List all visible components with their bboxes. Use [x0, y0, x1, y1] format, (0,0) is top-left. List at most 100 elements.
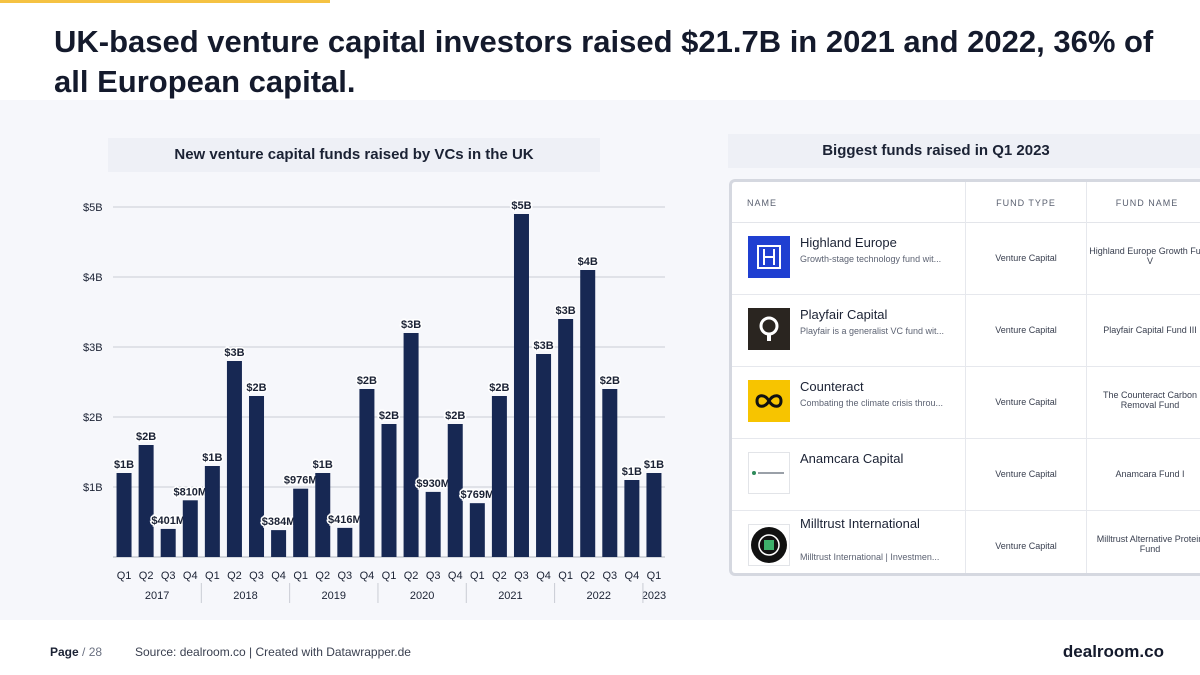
bar-value-label: $810M: [173, 486, 207, 498]
bar-value-label: $2B: [445, 410, 465, 422]
table-header: NAME FUND TYPE FUND NAME: [732, 182, 1200, 223]
table-row[interactable]: Anamcara Capital Venture Capital Anamcar…: [732, 438, 1200, 511]
header-name[interactable]: NAME: [747, 198, 778, 208]
bar-value-label: $2B: [357, 375, 377, 387]
bar: [580, 270, 596, 557]
x-tick-label: Q2: [227, 570, 242, 582]
header-fund-name[interactable]: FUND NAME: [1115, 198, 1179, 208]
bar-value-label: $3B: [224, 347, 244, 359]
bar: [624, 480, 640, 557]
anamcara-capital-logo[interactable]: [748, 452, 790, 494]
x-tick-label: Q4: [183, 570, 198, 582]
bar: [359, 389, 375, 557]
chart-title: New venture capital funds raised by VCs …: [174, 146, 534, 163]
bar-chart: $1B $2B $3B $4B $5B $1B Q1 $2B Q2 $401M Q3 $810M Q4 $…: [83, 199, 666, 603]
fund-type: Venture Capital: [995, 397, 1057, 407]
year-label: 2022: [587, 590, 611, 602]
highland-europe-logo[interactable]: [748, 236, 790, 278]
bar-value-label: $2B: [379, 410, 399, 422]
bar-value-label: $1B: [114, 459, 134, 471]
bar-value-label: $384M: [262, 516, 296, 528]
bar-value-label: $1B: [313, 459, 333, 471]
bar: [602, 389, 618, 557]
bar: [425, 491, 441, 557]
year-label: 2020: [410, 590, 434, 602]
fund-type: Venture Capital: [995, 253, 1057, 263]
x-tick-label: Q3: [426, 570, 441, 582]
bar: [138, 445, 154, 557]
bar-value-label: $2B: [489, 382, 509, 394]
bar: [204, 466, 220, 557]
fund-name[interactable]: Counteract: [800, 379, 864, 394]
bar: [513, 214, 529, 557]
x-tick-label: Q2: [580, 570, 595, 582]
year-label: 2017: [145, 590, 169, 602]
bar-value-label: $3B: [556, 305, 576, 317]
bar: [315, 473, 331, 557]
page-indicator: Page / 28: [50, 645, 102, 659]
fund-name[interactable]: Highland Europe: [800, 235, 897, 250]
funds-table: NAME FUND TYPE FUND NAME Highland Europe…: [729, 179, 1200, 576]
x-tick-label: Q4: [360, 570, 375, 582]
fund-description: Combating the climate crisis throu...: [800, 398, 944, 408]
bar: [271, 530, 287, 557]
fund-name-cell: The Counteract Carbon Removal Fund: [1102, 390, 1198, 410]
counteract-logo[interactable]: [748, 380, 790, 422]
y-tick-label: $5B: [83, 202, 103, 214]
bar: [182, 500, 198, 557]
x-tick-label: Q1: [647, 570, 662, 582]
table-row[interactable]: Counteract Combating the climate crisis …: [732, 366, 1200, 439]
bar-value-label: $2B: [246, 382, 266, 394]
bar-value-label: $3B: [533, 340, 553, 352]
bar-value-label: $5B: [511, 200, 531, 212]
bar: [491, 396, 507, 557]
x-tick-label: Q3: [161, 570, 176, 582]
bar-value-label: $416M: [328, 514, 362, 526]
year-label: 2019: [322, 590, 346, 602]
header-fund-type[interactable]: FUND TYPE: [996, 198, 1056, 208]
bar: [293, 488, 309, 557]
x-tick-label: Q2: [404, 570, 419, 582]
bar: [403, 333, 419, 557]
y-tick-label: $4B: [83, 272, 103, 284]
bar-value-label: $3B: [401, 319, 421, 331]
column-divider: [965, 182, 966, 573]
table-row[interactable]: Playfair Capital Playfair is a generalis…: [732, 294, 1200, 367]
year-label: 2023: [642, 590, 666, 602]
milltrust-logo[interactable]: [748, 524, 790, 566]
bar-value-label: $401M: [151, 515, 185, 527]
accent-bar: [0, 0, 330, 3]
footer: [0, 620, 1200, 675]
fund-description: Playfair is a generalist VC fund wit...: [800, 326, 945, 336]
fund-name[interactable]: Anamcara Capital: [800, 451, 904, 466]
playfair-capital-logo[interactable]: [748, 308, 790, 350]
bar: [381, 424, 397, 557]
x-tick-label: Q3: [249, 570, 264, 582]
bar: [337, 527, 353, 557]
brand-logo[interactable]: dealroom.co: [1062, 642, 1164, 661]
bar-value-label: $769M: [460, 489, 494, 501]
bar: [536, 354, 552, 557]
x-tick-label: Q4: [448, 570, 463, 582]
x-tick-label: Q1: [558, 570, 573, 582]
chart-title-box: [108, 138, 600, 172]
fund-name[interactable]: Playfair Capital: [800, 307, 888, 322]
bar-value-label: $930M: [416, 478, 450, 490]
page-number: / 28: [82, 645, 103, 659]
year-label: 2018: [233, 590, 257, 602]
x-tick-label: Q1: [293, 570, 308, 582]
table-row[interactable]: Highland Europe Growth-stage technology …: [732, 222, 1200, 295]
bar-value-label: $2B: [136, 431, 156, 443]
x-tick-label: Q1: [205, 570, 220, 582]
bar-value-label: $1B: [202, 452, 222, 464]
fund-type: Venture Capital: [995, 541, 1057, 551]
x-tick-label: Q1: [470, 570, 485, 582]
page-label: Page: [50, 645, 79, 659]
x-tick-label: Q4: [536, 570, 551, 582]
fund-name[interactable]: Milltrust International: [800, 516, 920, 531]
table-row[interactable]: Milltrust International Milltrust Intern…: [732, 510, 1200, 573]
fund-description: Milltrust International | Investmen...: [800, 552, 940, 562]
bar: [447, 424, 463, 557]
fund-name-cell: Highland Europe Growth Fund V: [1089, 246, 1200, 266]
fund-name-cell: Milltrust Alternative Protein Fund: [1096, 534, 1200, 554]
